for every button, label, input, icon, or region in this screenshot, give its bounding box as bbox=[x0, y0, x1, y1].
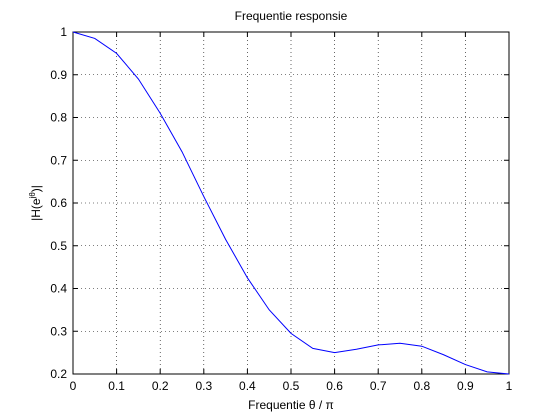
y-tick-label: 0.4 bbox=[50, 282, 67, 296]
y-axis-label: |H(ejθ)| bbox=[28, 185, 43, 221]
x-axis-label: Frequentie θ / π bbox=[248, 398, 334, 412]
y-label-base: |H(e bbox=[29, 198, 43, 221]
y-tick-label: 0.7 bbox=[50, 153, 67, 167]
y-tick-label: 1 bbox=[60, 25, 67, 39]
y-tick-label: 0.8 bbox=[50, 111, 67, 125]
x-tick-label: 0 bbox=[70, 379, 77, 393]
y-label-sup: jθ bbox=[28, 192, 37, 200]
chart-title: Frequentie responsie bbox=[235, 9, 348, 23]
x-tick-label: 0.8 bbox=[413, 379, 430, 393]
plot-area bbox=[73, 32, 509, 374]
x-tick-label: 0.1 bbox=[108, 379, 125, 393]
y-label-end: )| bbox=[29, 185, 43, 192]
x-tick-label: 0.7 bbox=[370, 379, 387, 393]
x-tick-label: 0.2 bbox=[152, 379, 169, 393]
x-tick-label: 0.6 bbox=[326, 379, 343, 393]
y-tick-label: 0.3 bbox=[50, 324, 67, 338]
y-tick-label: 0.5 bbox=[50, 239, 67, 253]
axes-box bbox=[72, 31, 510, 375]
line-series bbox=[72, 31, 510, 375]
x-tick-label: 0.5 bbox=[283, 379, 300, 393]
y-tick-label: 0.9 bbox=[50, 68, 67, 82]
x-tick-label: 0.4 bbox=[239, 379, 256, 393]
x-tick-label: 0.3 bbox=[195, 379, 212, 393]
y-tick-label: 0.2 bbox=[50, 367, 67, 381]
x-tick-label: 1 bbox=[506, 379, 513, 393]
y-tick-label: 0.6 bbox=[50, 196, 67, 210]
x-tick-label: 0.9 bbox=[457, 379, 474, 393]
